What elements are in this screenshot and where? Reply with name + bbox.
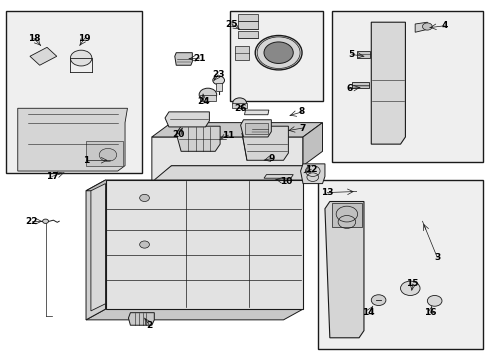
Polygon shape [245, 123, 267, 134]
Polygon shape [300, 164, 325, 184]
Text: 14: 14 [362, 308, 374, 317]
Text: 22: 22 [25, 217, 38, 226]
Circle shape [232, 98, 246, 108]
Text: 23: 23 [211, 71, 224, 80]
Circle shape [264, 42, 293, 63]
Text: 4: 4 [440, 21, 447, 30]
Text: 15: 15 [406, 279, 418, 288]
Text: 26: 26 [234, 104, 246, 113]
Bar [232, 103, 246, 108]
Text: 13: 13 [321, 188, 333, 197]
Bar [238, 14, 257, 21]
Text: 12: 12 [305, 165, 317, 174]
Polygon shape [164, 112, 209, 127]
Bar [317, 180, 483, 348]
Text: 5: 5 [348, 50, 354, 59]
Text: 10: 10 [279, 176, 291, 185]
Bar [238, 31, 257, 38]
Polygon shape [370, 22, 405, 144]
Polygon shape [152, 137, 303, 180]
Circle shape [255, 36, 302, 70]
Bar [331, 12, 483, 162]
Polygon shape [86, 309, 303, 320]
Circle shape [70, 50, 92, 66]
Circle shape [427, 296, 441, 306]
Circle shape [140, 241, 149, 248]
Text: 20: 20 [172, 130, 184, 139]
Text: 8: 8 [298, 107, 305, 116]
Text: 6: 6 [346, 84, 352, 93]
Text: 19: 19 [78, 34, 91, 43]
Polygon shape [174, 53, 192, 65]
Polygon shape [414, 22, 427, 32]
Text: 21: 21 [193, 54, 205, 63]
Polygon shape [264, 175, 293, 178]
Polygon shape [325, 202, 363, 338]
Polygon shape [351, 82, 368, 88]
Polygon shape [303, 123, 322, 166]
Polygon shape [18, 108, 127, 171]
Text: 11: 11 [222, 131, 234, 140]
Text: 1: 1 [83, 156, 89, 165]
Bar [215, 83, 221, 91]
Polygon shape [240, 120, 271, 137]
Polygon shape [356, 51, 369, 58]
Polygon shape [128, 313, 154, 325]
Circle shape [400, 281, 419, 296]
Text: 2: 2 [146, 321, 152, 330]
Circle shape [422, 23, 431, 30]
Polygon shape [86, 180, 105, 320]
Circle shape [140, 194, 149, 202]
Text: 17: 17 [45, 172, 58, 181]
Circle shape [370, 295, 385, 306]
Circle shape [199, 88, 216, 101]
Bar [229, 12, 322, 101]
Polygon shape [152, 123, 322, 137]
Text: 25: 25 [225, 19, 238, 28]
Text: 24: 24 [197, 96, 209, 105]
Circle shape [42, 219, 48, 224]
Polygon shape [244, 110, 268, 115]
Bar [5, 12, 142, 173]
Circle shape [212, 76, 224, 85]
Bar [238, 22, 257, 29]
Text: 18: 18 [27, 34, 40, 43]
Polygon shape [242, 126, 288, 160]
Text: 7: 7 [299, 123, 305, 132]
Polygon shape [105, 180, 303, 309]
Circle shape [99, 148, 117, 161]
Polygon shape [30, 47, 57, 65]
Text: 3: 3 [433, 253, 439, 262]
Text: 16: 16 [424, 308, 436, 317]
Polygon shape [91, 184, 105, 311]
Polygon shape [176, 126, 220, 151]
Bar [234, 45, 249, 60]
Polygon shape [331, 203, 361, 226]
Text: 9: 9 [267, 154, 274, 163]
Polygon shape [152, 166, 303, 180]
Polygon shape [86, 180, 278, 191]
Polygon shape [86, 140, 122, 166]
Bar [199, 95, 216, 101]
